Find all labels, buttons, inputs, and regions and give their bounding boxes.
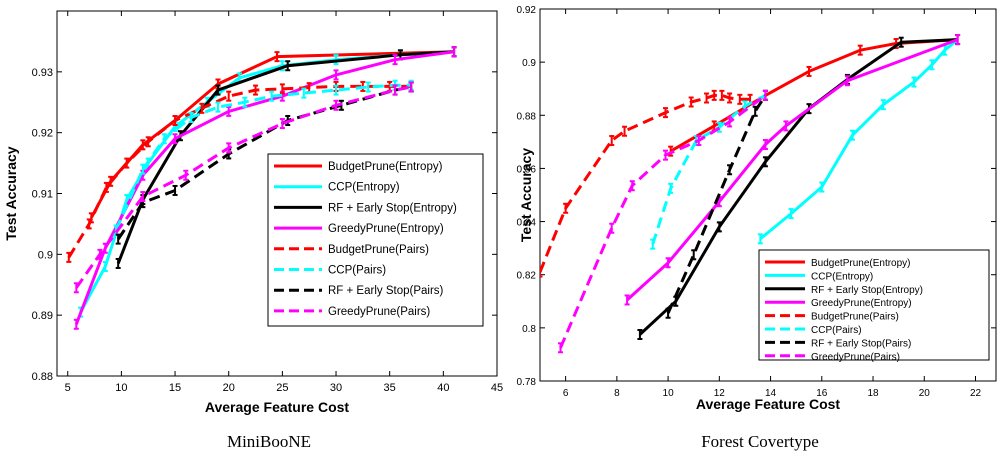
x-tick-label: 40 <box>437 382 449 394</box>
series-greedyprune-entropy <box>624 34 961 306</box>
legend-label-ccp-pairs: CCP(Pairs) <box>328 265 386 277</box>
y-axis-label: Test Accuracy <box>3 146 19 240</box>
series-greedyprune-pairs <box>73 81 414 294</box>
x-tick-label: 30 <box>330 382 342 394</box>
caption-forest-covertype: Forest Covertype <box>701 432 819 451</box>
y-tick-label: 0.84 <box>517 218 537 229</box>
y-tick-label: 0.8 <box>522 324 536 335</box>
x-tick-label: 20 <box>919 388 931 399</box>
series-line-budgetprune-pairs <box>540 93 751 273</box>
y-tick-label: 0.9 <box>522 58 536 69</box>
x-tick-label: 15 <box>169 382 181 394</box>
legend-label-budgetprune-pairs: BudgetPrune(Pairs) <box>328 244 429 256</box>
x-tick-label: 18 <box>867 388 879 399</box>
x-axis-label: Average Feature Cost <box>696 396 841 412</box>
series-line-ccp-pairs <box>651 94 767 245</box>
y-tick-label: 0.86 <box>517 164 537 175</box>
x-tick-label: 10 <box>115 382 127 394</box>
x-tick-label: 8 <box>614 388 620 399</box>
legend: BudgetPrune(Entropy) CCP(Entropy) RF + Ear… <box>758 249 990 363</box>
legend-label-greedyprune-pairs: GreedyPrune(Pairs) <box>811 352 900 363</box>
x-tick-label: 22 <box>970 388 982 399</box>
x-tick-label: 16 <box>816 388 828 399</box>
y-tick-label: 0.82 <box>517 271 537 282</box>
x-tick-label: 20 <box>223 382 235 394</box>
x-tick-label: 14 <box>765 388 777 399</box>
y-tick-label: 0.78 <box>517 377 537 388</box>
x-tick-label: 35 <box>384 382 396 394</box>
legend-label-budgetprune-pairs: BudgetPrune(Pairs) <box>811 312 899 323</box>
legend-label-ccp-entropy: CCP(Entropy) <box>328 182 400 194</box>
legend-label-rf-early-stop-pairs: RF + Early Stop(Pairs) <box>811 338 911 349</box>
x-tick-label: 5 <box>65 382 71 394</box>
x-tick-label: 10 <box>663 388 675 399</box>
y-tick-label: 0.88 <box>32 371 53 383</box>
series-ccp-entropy <box>757 34 961 245</box>
caption-miniboone: MiniBooNE <box>226 432 312 451</box>
legend-box <box>267 153 484 327</box>
x-axis-label: Average Feature Cost <box>205 399 350 415</box>
legend-label-rf-early-stop-entropy: RF + Early Stop(Entropy) <box>811 285 923 296</box>
y-tick-label: 0.93 <box>32 67 53 79</box>
x-tick-label: 45 <box>491 382 503 394</box>
chart-forest-covertype: 6 8 10 12 14 16 18 20 22 0.78 0.8 0.82 0.84 0.86 0.88 0… <box>517 5 997 412</box>
chart-miniboone: 5 10 15 20 25 30 35 40 45 0.88 0.89 0.9 0.91 0.92 0.93… <box>3 10 503 415</box>
y-tick-label: 0.92 <box>32 128 53 140</box>
legend-label-budgetprune-entropy: BudgetPrune(Entropy) <box>811 258 911 269</box>
x-tick-label: 25 <box>276 382 288 394</box>
series-budgetprune-pairs <box>540 89 753 278</box>
x-tick-label: 12 <box>714 388 726 399</box>
legend: BudgetPrune(Entropy) CCP(Entropy) RF + Ear… <box>267 153 484 327</box>
legend-label-ccp-entropy: CCP(Entropy) <box>811 271 873 282</box>
legend-label-greedyprune-entropy: GreedyPrune(Entropy) <box>328 223 444 235</box>
legend-label-greedyprune-entropy: GreedyPrune(Entropy) <box>811 298 912 309</box>
y-tick-label: 0.91 <box>32 189 53 201</box>
legend-label-greedyprune-pairs: GreedyPrune(Pairs) <box>328 306 430 318</box>
y-tick-label: 0.9 <box>38 249 53 261</box>
series-greedyprune-pairs <box>557 89 768 354</box>
y-tick-label: 0.88 <box>517 111 537 122</box>
x-tick-label: 6 <box>563 388 569 399</box>
legend-label-budgetprune-entropy: BudgetPrune(Entropy) <box>328 161 443 173</box>
series-line-ccp-pairs <box>114 83 412 231</box>
y-tick-label: 0.92 <box>517 5 537 16</box>
legend-label-ccp-pairs: CCP(Pairs) <box>811 325 862 336</box>
legend-label-rf-early-stop-entropy: RF + Early Stop(Entropy) <box>328 202 457 214</box>
series-line-budgetprune-pairs <box>67 84 412 259</box>
legend-label-rf-early-stop-pairs: RF + Early Stop(Pairs) <box>328 285 444 297</box>
y-tick-label: 0.89 <box>32 310 53 322</box>
y-axis-label: Test Accuracy <box>518 148 534 242</box>
series-line-rf-early-stop-entropy <box>638 38 958 336</box>
